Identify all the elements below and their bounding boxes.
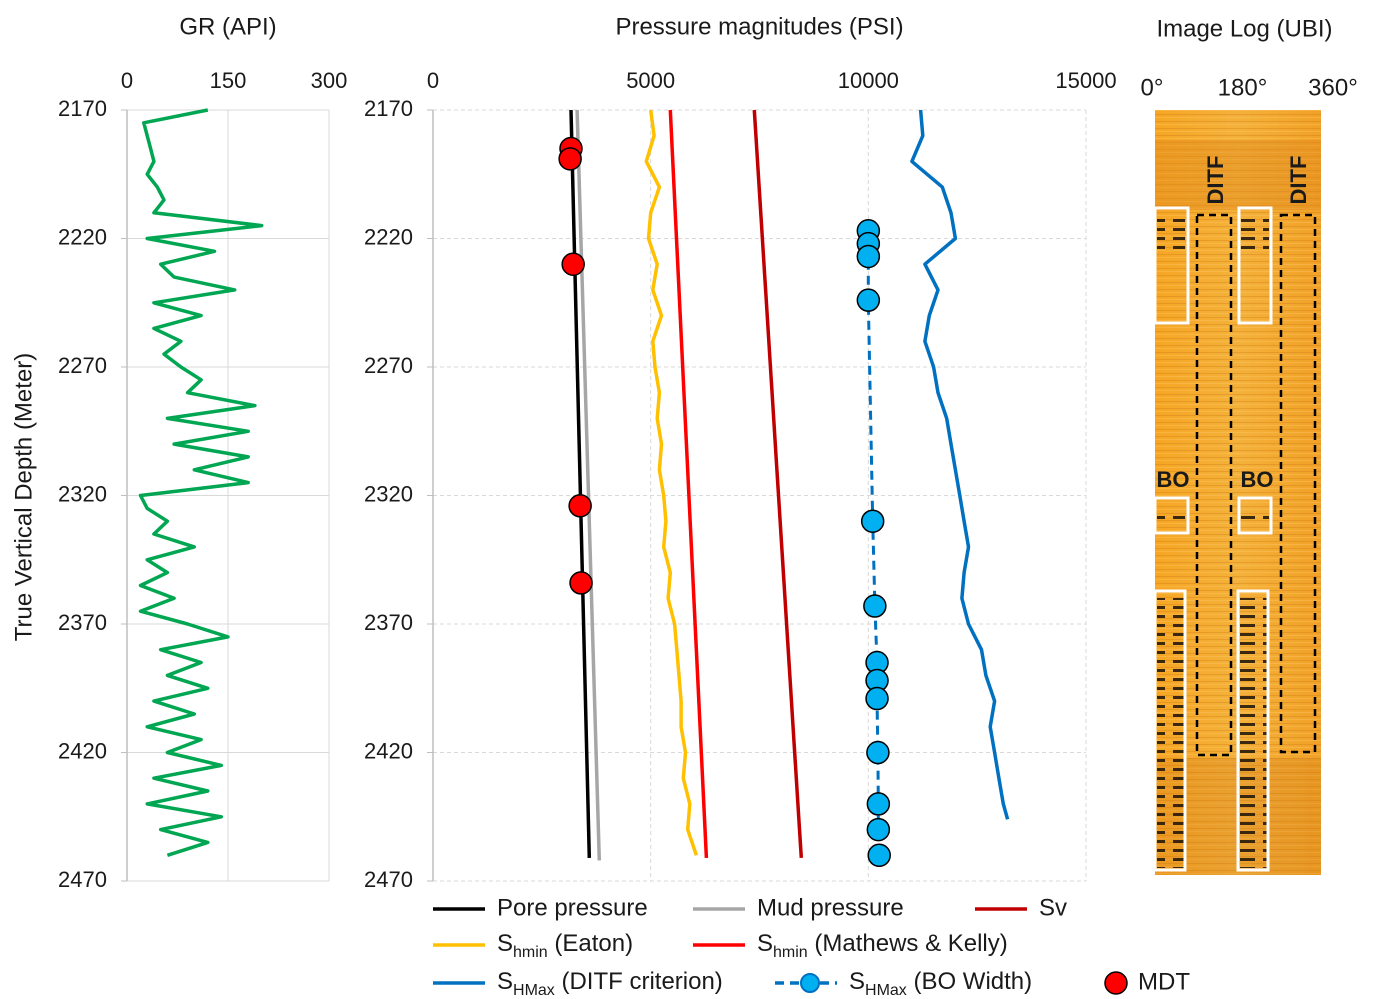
y-tick-label: 2320 [58, 481, 107, 506]
y-tick-label: 2170 [58, 96, 107, 121]
y-tick-label: 2170 [364, 96, 413, 121]
series-line [910, 109, 1010, 820]
annotation: BO [1241, 467, 1274, 492]
annotation-box [1153, 206, 1190, 325]
data-point [866, 740, 890, 765]
data-point [561, 252, 585, 276]
series-line [752, 109, 804, 859]
image-log [1153, 110, 1321, 875]
image-band [1155, 140, 1321, 210]
legend-marker [800, 973, 820, 993]
image-feature [1240, 598, 1268, 868]
image-feature [1157, 215, 1185, 255]
x-tick-label: 15000 [1055, 68, 1116, 93]
legend-label: SHMax (DITF criterion) [497, 968, 723, 999]
legend-label: Shmin (Eaton) [497, 930, 633, 961]
x-tick-label: 300 [311, 68, 348, 93]
image-feature [1157, 598, 1185, 868]
y-tick-label: 2470 [364, 867, 413, 892]
series-line [138, 108, 264, 857]
x-tick-label: 0 [121, 68, 133, 93]
annotation-box [1237, 496, 1273, 535]
data-point [863, 594, 887, 618]
data-point [558, 147, 582, 171]
panel-title: GR (API) [179, 13, 276, 40]
annotation: BO [1157, 467, 1190, 492]
legend-label: Shmin (Mathews & Kelly) [757, 930, 1008, 961]
y-tick-label: 2320 [364, 481, 413, 506]
series-line [668, 109, 709, 858]
series-line [644, 109, 699, 856]
annotation-box [1153, 496, 1190, 535]
legend-label: Pore pressure [497, 894, 648, 921]
y-tick-label: 2420 [58, 738, 107, 763]
y-tick-label: 2370 [364, 610, 413, 635]
legend-label: MDT [1138, 968, 1190, 995]
data-point [568, 494, 592, 518]
data-point [856, 244, 881, 269]
x-tick-label: 10000 [838, 68, 899, 93]
x-tick-label: 0° [1141, 74, 1164, 101]
annotation-box [1236, 589, 1270, 872]
y-tick-label: 2220 [364, 224, 413, 249]
annotation-box [1195, 213, 1233, 757]
x-tick-label: 0 [427, 68, 439, 93]
data-point [856, 288, 881, 312]
data-point [866, 792, 891, 816]
annotation-box [1237, 206, 1273, 325]
legend-label: SHMax (BO Width) [849, 968, 1032, 999]
y-tick-label: 2370 [58, 610, 107, 635]
legend-marker [1104, 971, 1128, 995]
x-tick-label: 150 [210, 68, 247, 93]
data-point [867, 843, 891, 868]
data-point [865, 686, 889, 711]
annotation-box [1153, 589, 1187, 872]
x-tick-label: 180° [1218, 74, 1268, 101]
panel-title: Pressure magnitudes (PSI) [615, 13, 903, 40]
panel-title: Image Log (UBI) [1156, 15, 1332, 42]
y-tick-label: 2270 [58, 353, 107, 378]
x-tick-label: 5000 [626, 68, 675, 93]
y-tick-label: 2470 [58, 867, 107, 892]
y-tick-label: 2220 [58, 224, 107, 249]
image-feature [1241, 215, 1269, 255]
x-tick-label: 360° [1308, 74, 1358, 101]
annotation-box [1279, 213, 1317, 754]
y-tick-label: 2420 [364, 738, 413, 763]
series-line [569, 109, 592, 858]
annotation: DITF [1286, 156, 1311, 205]
image-feature [1157, 512, 1185, 524]
annotation: DITF [1203, 156, 1228, 205]
legend-label: Mud pressure [757, 894, 904, 921]
legend-label: Sv [1039, 894, 1067, 921]
data-point [860, 509, 885, 533]
image-feature [1241, 512, 1269, 524]
y-tick-label: 2270 [364, 353, 413, 378]
y-axis-label: True Vertical Depth (Meter) [10, 353, 37, 642]
data-point [569, 571, 593, 595]
data-point [866, 817, 891, 842]
series-line [575, 109, 602, 861]
